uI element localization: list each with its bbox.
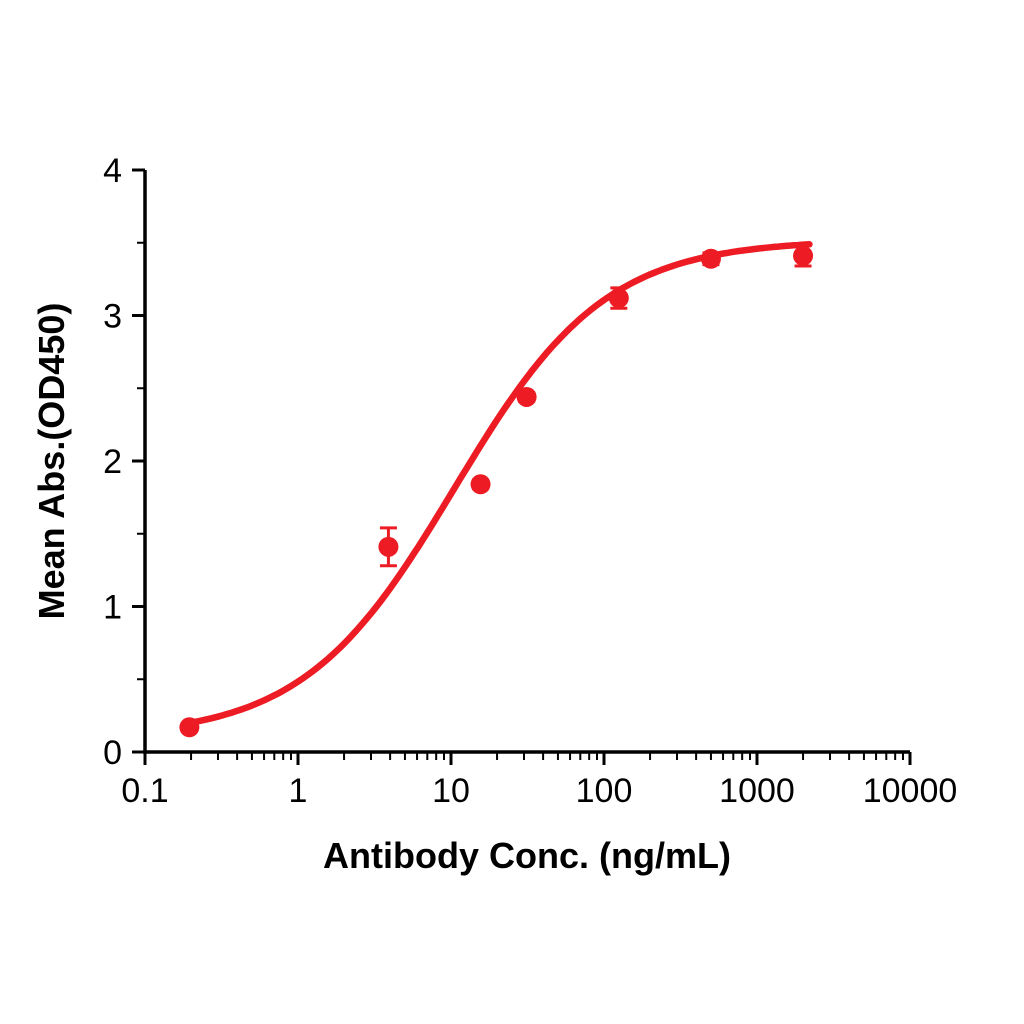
x-tick-label: 100	[576, 772, 633, 810]
data-point	[516, 386, 537, 407]
fit-curve	[180, 241, 813, 728]
data-point	[793, 245, 814, 266]
y-tick-label: 2	[103, 443, 122, 481]
y-axis-title: Mean Abs.(OD450)	[31, 303, 72, 620]
y-tick-label: 3	[103, 298, 122, 336]
x-tick-label: 1000	[719, 772, 795, 810]
data-point	[378, 536, 399, 557]
y-tick-label: 1	[103, 589, 122, 627]
x-tick-label: 0.1	[121, 772, 168, 810]
data-point	[179, 717, 200, 738]
data-point	[470, 474, 491, 495]
data-point	[608, 288, 629, 309]
x-tick-label: 10000	[863, 772, 958, 810]
x-tick-label: 10	[432, 772, 470, 810]
x-tick-label: 1	[289, 772, 308, 810]
y-tick-label: 4	[103, 152, 122, 190]
y-tick-label: 0	[103, 734, 122, 772]
data-point	[700, 248, 721, 269]
x-axis-title: Antibody Conc. (ng/mL)	[323, 835, 731, 876]
